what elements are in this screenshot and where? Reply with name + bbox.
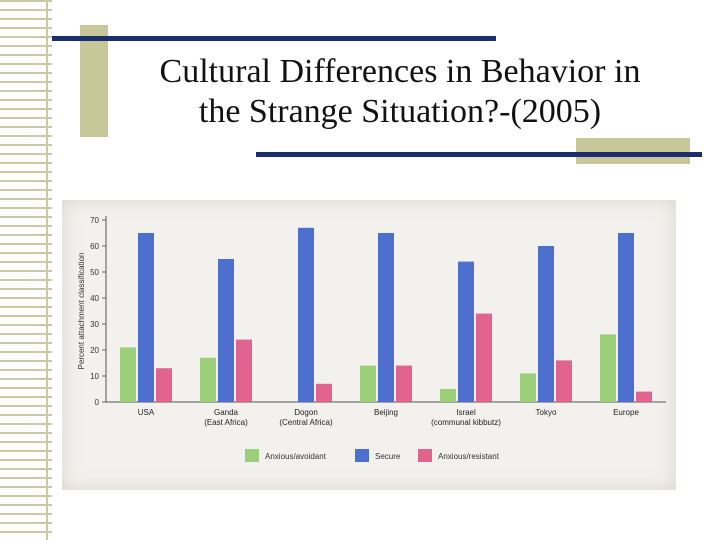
x-tick-label: Tokyo bbox=[536, 408, 557, 417]
bar-secure bbox=[218, 259, 234, 402]
y-tick-label: 20 bbox=[90, 346, 99, 355]
bar-secure bbox=[538, 246, 554, 402]
legend-swatch bbox=[418, 449, 432, 462]
legend-swatch bbox=[245, 449, 259, 462]
x-tick-sublabel: (Central Africa) bbox=[279, 418, 333, 427]
bar-secure bbox=[458, 261, 474, 402]
x-tick-label: Dogon bbox=[294, 408, 318, 417]
y-tick-label: 40 bbox=[90, 294, 99, 303]
legend-label: Anxious/avoidant bbox=[265, 452, 327, 461]
bar-anxious-avoidant bbox=[200, 357, 216, 402]
slide-title-line-1: Cultural Differences in Behavior in bbox=[159, 53, 641, 90]
decorative-stripes bbox=[0, 0, 52, 540]
bar-secure bbox=[138, 233, 154, 402]
title-rule-bottom bbox=[256, 152, 702, 157]
decorative-block-left bbox=[80, 25, 108, 137]
y-axis-label: Percent attachment classification bbox=[77, 253, 86, 370]
bar-anxious-avoidant bbox=[120, 347, 136, 402]
bar-anxious-resistant bbox=[476, 313, 492, 402]
bar-secure bbox=[378, 233, 394, 402]
x-tick-label: Israel bbox=[456, 408, 476, 417]
y-tick-label: 50 bbox=[90, 268, 99, 277]
bar-anxious-avoidant bbox=[600, 334, 616, 402]
legend-swatch bbox=[355, 449, 369, 462]
bar-anxious-resistant bbox=[396, 365, 412, 402]
chart-figure: 0 10 20 30 40 50 60 70 Percent attachment classi… bbox=[62, 200, 676, 490]
title-rule-top bbox=[52, 36, 496, 41]
x-tick-label: USA bbox=[138, 408, 155, 417]
bar-chart: 0 10 20 30 40 50 60 70 Percent attachment classi… bbox=[77, 216, 666, 462]
bar-anxious-resistant bbox=[156, 368, 172, 402]
x-tick-label: Europe bbox=[613, 408, 639, 417]
legend-label: Anxious/resistant bbox=[438, 452, 500, 461]
decorative-block-right bbox=[576, 138, 690, 164]
x-tick-sublabel: (East Africa) bbox=[204, 418, 248, 427]
bar-anxious-avoidant bbox=[440, 389, 456, 402]
y-tick-label: 10 bbox=[90, 372, 99, 381]
y-tick-label: 70 bbox=[90, 216, 99, 225]
y-tick-label: 0 bbox=[95, 398, 100, 407]
y-tick-label: 60 bbox=[90, 242, 99, 251]
slide-title: Cultural Differences in Behavior in the … bbox=[110, 52, 690, 132]
bar-secure bbox=[618, 233, 634, 402]
x-tick-sublabel: (communal kibbutz) bbox=[431, 418, 501, 427]
slide-title-line-2: the Strange Situation?-(2005) bbox=[198, 93, 602, 130]
bar-anxious-resistant bbox=[236, 339, 252, 402]
bar-anxious-resistant bbox=[636, 391, 652, 402]
x-tick-label: Ganda bbox=[214, 408, 239, 417]
y-tick-label: 30 bbox=[90, 320, 99, 329]
bar-anxious-avoidant bbox=[360, 365, 376, 402]
bar-anxious-avoidant bbox=[520, 373, 536, 402]
bar-anxious-resistant bbox=[316, 383, 332, 402]
bar-secure bbox=[298, 227, 314, 402]
x-tick-label: Beijing bbox=[374, 408, 398, 417]
bar-anxious-resistant bbox=[556, 360, 572, 402]
legend-label: Secure bbox=[375, 452, 401, 461]
